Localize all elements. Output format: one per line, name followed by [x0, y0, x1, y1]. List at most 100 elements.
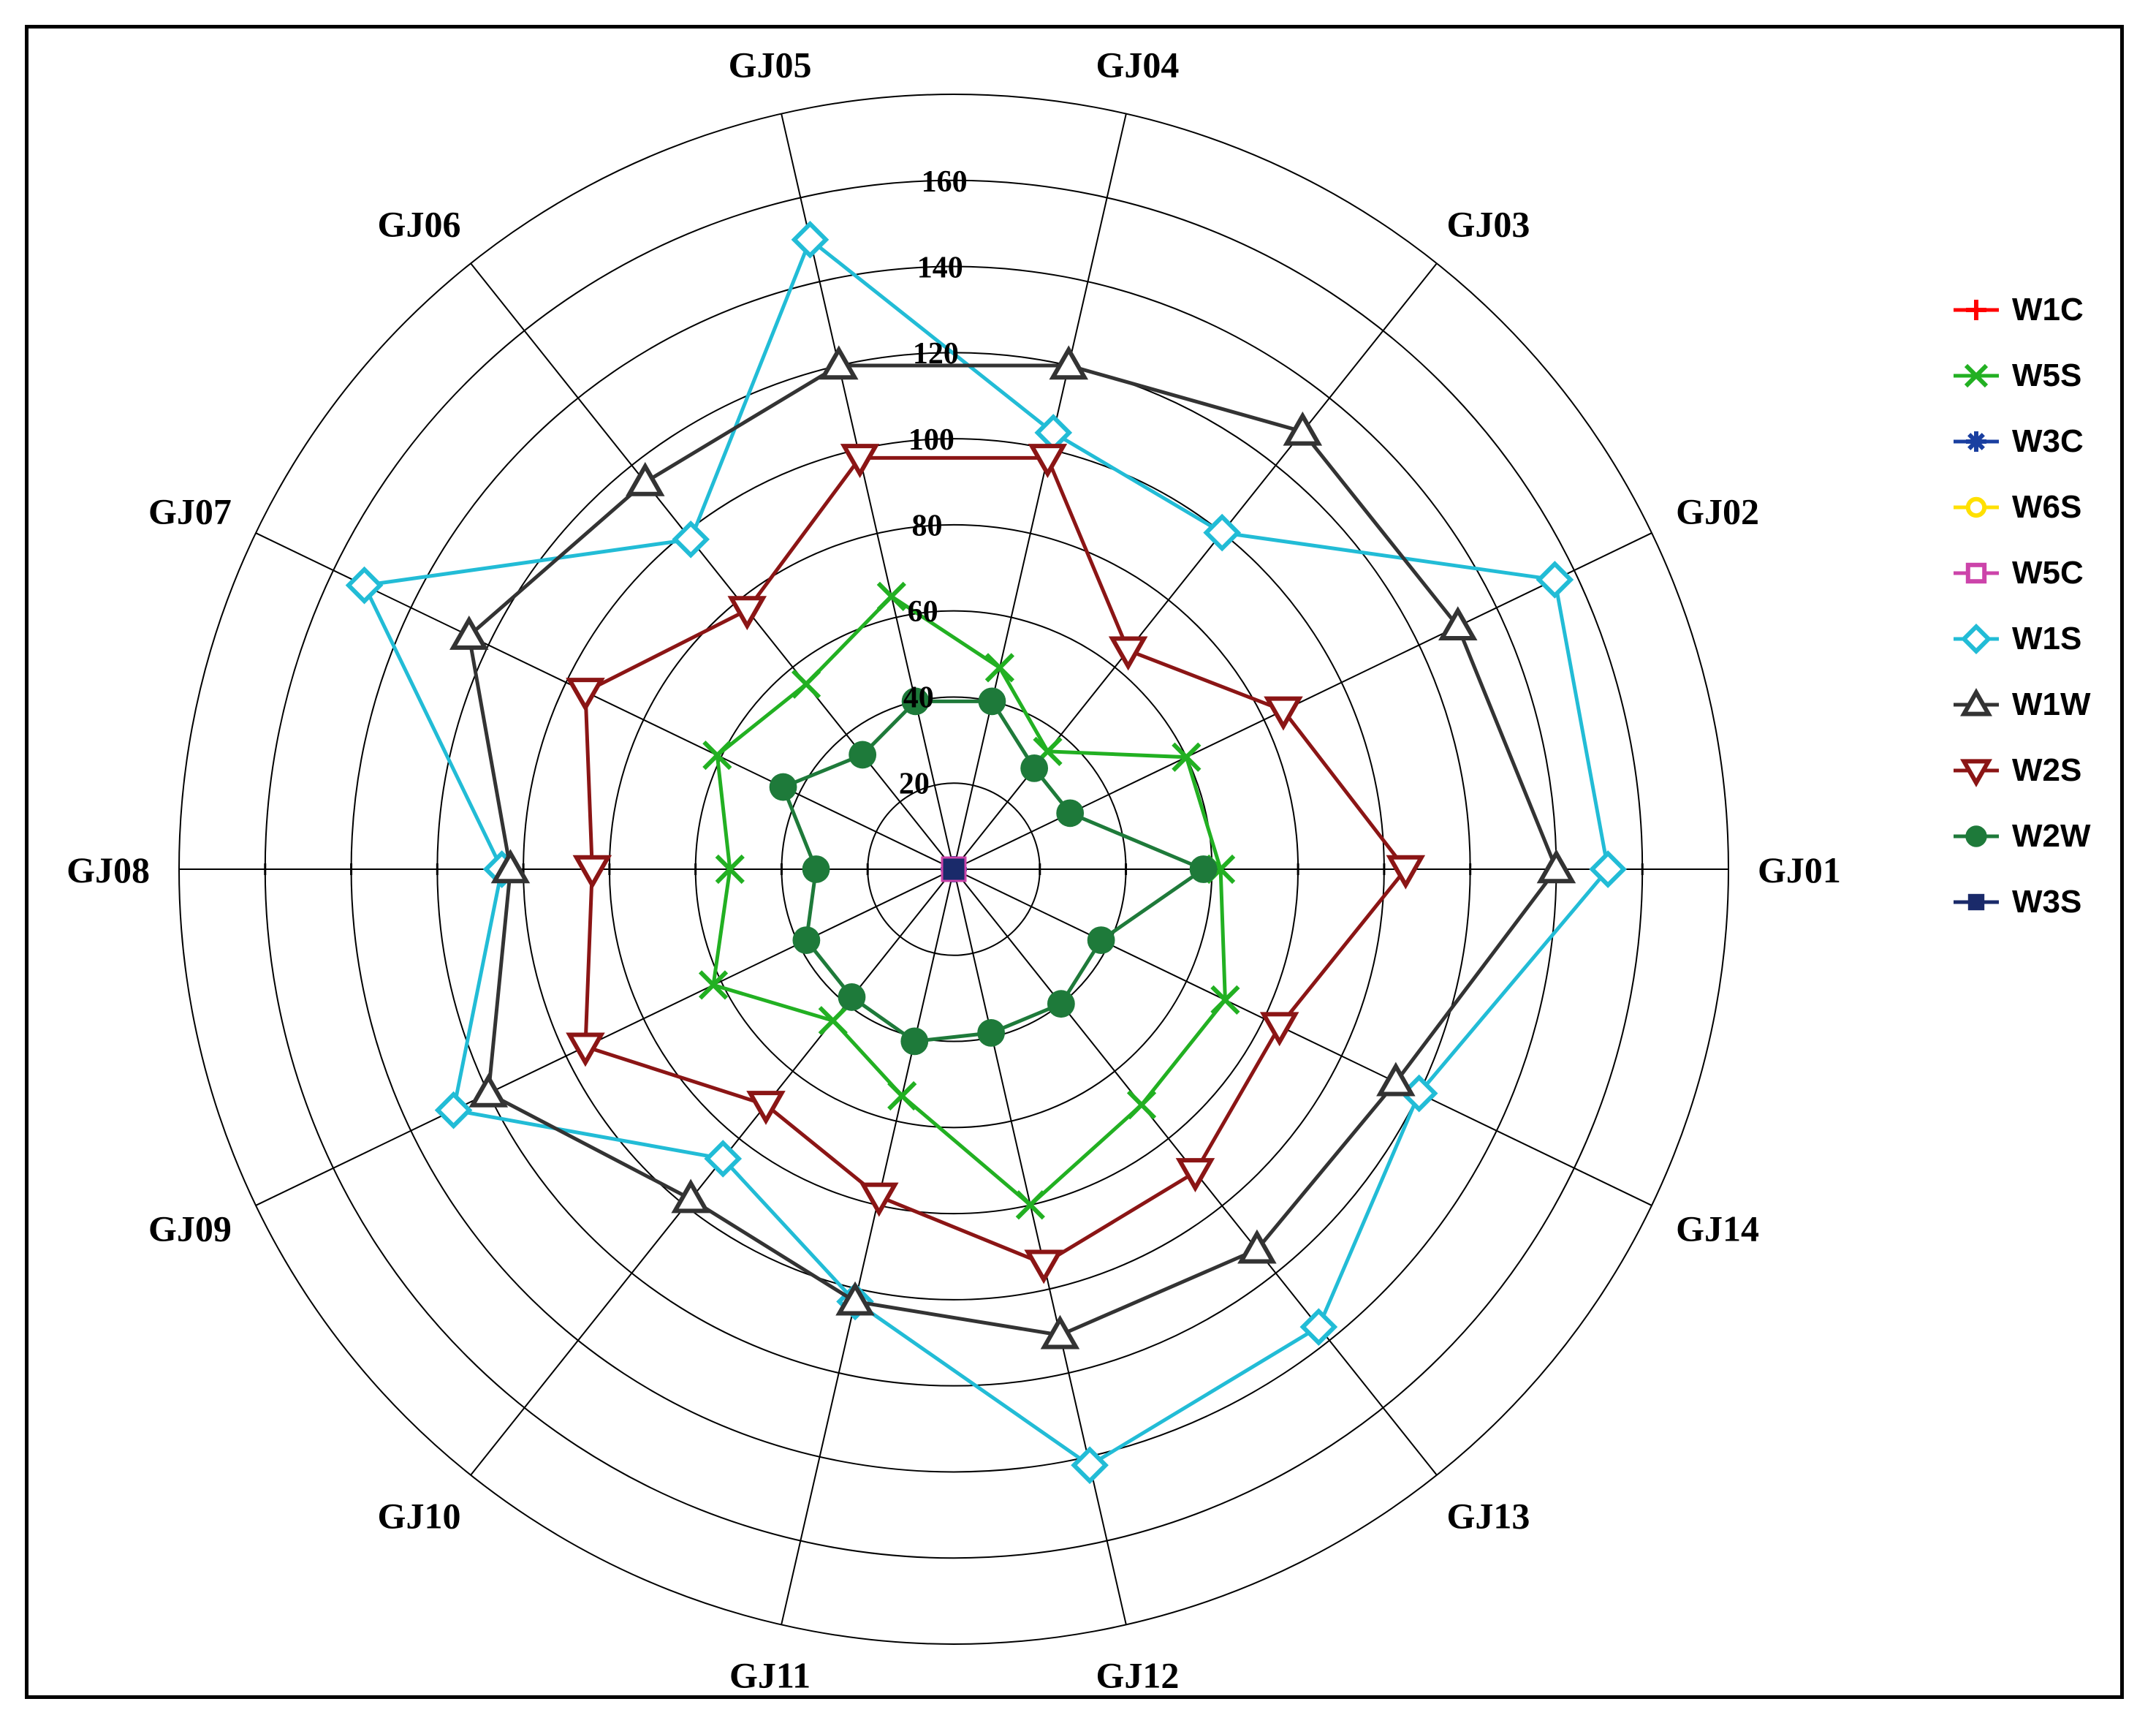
data-point — [819, 345, 859, 380]
legend-label: W5S — [2012, 357, 2082, 393]
data-point — [1966, 431, 1986, 452]
data-point — [1376, 1061, 1416, 1097]
data-point — [1189, 855, 1218, 883]
data-point — [490, 849, 531, 884]
grid-spoke — [470, 868, 954, 1476]
r-tick-label: 60 — [908, 595, 938, 629]
data-point — [1960, 688, 1992, 716]
data-point — [791, 669, 821, 699]
data-point — [835, 1281, 875, 1316]
data-point — [566, 1032, 605, 1067]
data-point — [1960, 759, 1992, 787]
data-point — [984, 653, 1015, 683]
legend: W1C W5S W3C W6S W5C W1S W1W W2S W2W W3S — [1951, 277, 2091, 935]
data-point — [1259, 1012, 1299, 1047]
data-point — [1965, 496, 1987, 518]
legend-item: W1W — [1951, 672, 2091, 738]
data-point — [977, 1019, 1006, 1047]
data-point — [818, 1006, 848, 1036]
series-line — [583, 455, 1408, 1266]
data-point — [1589, 850, 1627, 888]
legend-marker — [1954, 825, 1999, 847]
data-point — [1108, 636, 1148, 671]
data-point — [802, 855, 830, 883]
legend-marker — [1954, 759, 1999, 787]
legend-label: W1C — [2012, 292, 2084, 328]
data-point — [715, 854, 745, 885]
grid-spoke — [470, 262, 954, 870]
data-point — [1024, 1249, 1063, 1284]
data-point — [671, 1178, 710, 1214]
data-point — [1965, 562, 1987, 584]
chart-frame: 20 40 60 80 100 120 140 160 GJ01 GJ02 GJ03 GJ04 GJ05… — [25, 25, 2124, 1699]
data-point — [1965, 825, 1987, 847]
data-point — [1210, 985, 1240, 1015]
data-point — [566, 678, 605, 712]
data-point — [840, 444, 880, 479]
data-point — [1087, 926, 1115, 954]
legend-label: W1W — [2012, 686, 2091, 722]
data-point — [876, 581, 906, 611]
data-point — [1966, 300, 1986, 320]
grid-spoke — [255, 868, 954, 1206]
data-point — [1237, 1229, 1277, 1264]
legend-label: W1S — [2012, 621, 2082, 656]
grid-spoke — [781, 868, 954, 1625]
category-label: GJ11 — [729, 1655, 811, 1695]
data-point — [1071, 1446, 1109, 1485]
legend-item: W2W — [1951, 803, 2091, 869]
category-label: GJ03 — [1447, 204, 1530, 245]
series-w1s — [345, 220, 1627, 1485]
data-point — [1536, 849, 1576, 884]
data-point — [1386, 855, 1426, 890]
data-point — [1283, 411, 1323, 446]
data-point — [769, 773, 797, 801]
category-label: GJ09 — [148, 1208, 232, 1249]
data-point — [1967, 893, 1985, 911]
legend-item: W6S — [1951, 474, 2091, 540]
data-point — [1020, 754, 1049, 782]
legend-marker — [1954, 431, 1999, 452]
legend-label: W5C — [2012, 555, 2084, 591]
legend-item: W2S — [1951, 738, 2091, 803]
legend-marker — [1954, 496, 1999, 518]
data-point — [1203, 513, 1242, 552]
legend-label: W2W — [2012, 818, 2091, 854]
category-label: GJ07 — [148, 491, 232, 532]
legend-marker — [1954, 562, 1999, 584]
radar-chart: 20 40 60 80 100 120 140 160 GJ01 GJ02 GJ03 GJ04 GJ05… — [67, 44, 1841, 1695]
grid-spoke — [953, 868, 1127, 1625]
r-tick-label: 80 — [912, 509, 943, 542]
category-label: GJ05 — [729, 44, 812, 85]
legend-label: W6S — [2012, 489, 2082, 525]
data-point — [1175, 1158, 1215, 1193]
data-point — [345, 566, 384, 605]
data-point — [1047, 990, 1075, 1018]
category-label: GJ12 — [1096, 1655, 1179, 1695]
legend-marker — [1954, 893, 1999, 911]
data-point — [1172, 742, 1202, 772]
data-point — [746, 1091, 786, 1125]
data-point — [791, 220, 830, 259]
data-point — [1028, 444, 1068, 479]
grid-spoke — [953, 868, 1652, 1206]
r-tick-label: 120 — [913, 337, 959, 371]
data-point — [1264, 696, 1303, 731]
r-tick-label: 40 — [903, 681, 934, 715]
data-point — [1438, 606, 1478, 641]
data-point — [1015, 1190, 1045, 1220]
series-layer — [345, 220, 1627, 1485]
data-point — [943, 858, 965, 880]
category-label: GJ08 — [67, 849, 150, 890]
data-point — [887, 1080, 917, 1111]
data-point — [901, 687, 930, 716]
data-point — [978, 687, 1006, 716]
series-w2s — [566, 444, 1426, 1284]
data-point — [1056, 799, 1085, 828]
data-point — [1049, 345, 1089, 380]
data-point — [1960, 623, 1992, 655]
data-point — [1536, 561, 1574, 599]
legend-item: W5S — [1951, 343, 2091, 409]
legend-marker — [1954, 623, 1999, 655]
category-label: GJ01 — [1758, 849, 1841, 890]
